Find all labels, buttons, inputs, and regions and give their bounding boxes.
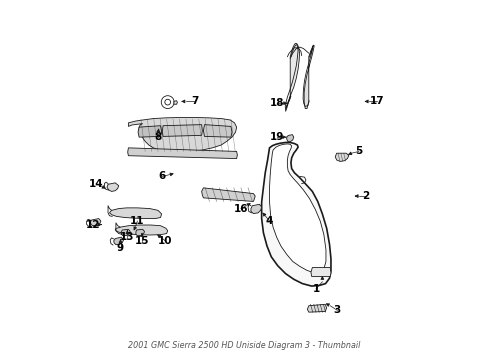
Text: 9: 9 bbox=[117, 243, 124, 253]
Polygon shape bbox=[138, 126, 162, 137]
Polygon shape bbox=[269, 144, 325, 273]
Text: 15: 15 bbox=[135, 236, 149, 246]
Polygon shape bbox=[136, 229, 144, 236]
Text: 6: 6 bbox=[159, 171, 165, 181]
Polygon shape bbox=[107, 183, 119, 192]
Polygon shape bbox=[162, 125, 202, 136]
Polygon shape bbox=[173, 101, 177, 104]
Polygon shape bbox=[307, 304, 326, 312]
Polygon shape bbox=[90, 219, 101, 226]
Polygon shape bbox=[127, 148, 237, 158]
Polygon shape bbox=[109, 208, 162, 219]
Polygon shape bbox=[114, 237, 123, 245]
Polygon shape bbox=[250, 204, 261, 213]
Polygon shape bbox=[201, 188, 255, 202]
Polygon shape bbox=[285, 43, 299, 111]
Text: 11: 11 bbox=[130, 216, 144, 226]
Polygon shape bbox=[115, 225, 167, 235]
Text: 18: 18 bbox=[269, 98, 284, 108]
Polygon shape bbox=[203, 125, 231, 137]
Polygon shape bbox=[310, 267, 330, 276]
Text: 12: 12 bbox=[85, 220, 100, 230]
Polygon shape bbox=[128, 117, 236, 152]
Polygon shape bbox=[286, 135, 293, 142]
Text: 4: 4 bbox=[265, 216, 273, 226]
Text: 17: 17 bbox=[368, 96, 383, 107]
Polygon shape bbox=[335, 153, 348, 161]
Text: 10: 10 bbox=[158, 236, 172, 246]
Text: 7: 7 bbox=[190, 96, 198, 107]
Text: 19: 19 bbox=[269, 132, 283, 142]
Text: 2001 GMC Sierra 2500 HD Uniside Diagram 3 - Thumbnail: 2001 GMC Sierra 2500 HD Uniside Diagram … bbox=[128, 341, 360, 350]
Text: 13: 13 bbox=[120, 232, 134, 242]
Text: 3: 3 bbox=[333, 305, 340, 315]
Text: 5: 5 bbox=[354, 147, 362, 157]
Polygon shape bbox=[304, 45, 313, 109]
Text: 2: 2 bbox=[362, 191, 369, 201]
Text: 1: 1 bbox=[312, 284, 319, 294]
Text: 8: 8 bbox=[154, 132, 162, 142]
Polygon shape bbox=[121, 229, 130, 236]
Text: 16: 16 bbox=[233, 203, 248, 213]
Polygon shape bbox=[261, 143, 330, 286]
Text: 14: 14 bbox=[89, 179, 103, 189]
